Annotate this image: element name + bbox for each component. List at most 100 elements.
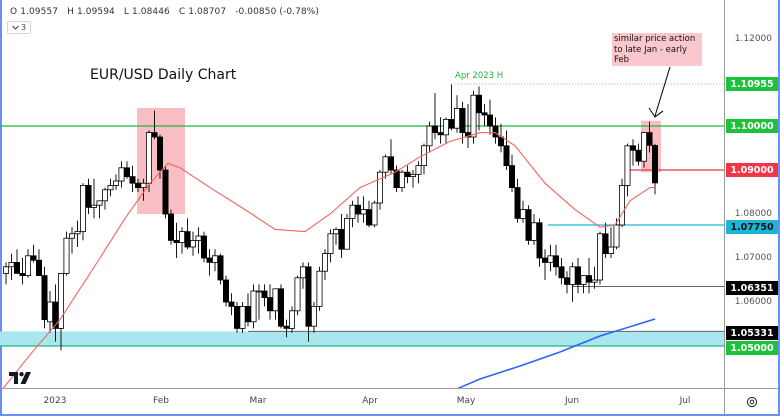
bearish-candle: [30, 255, 37, 261]
bullish-candle: [332, 228, 339, 235]
price-tag-cyan-level: 1.07750: [726, 220, 778, 234]
settings-button[interactable]: [724, 388, 778, 414]
bullish-candle: [272, 288, 279, 312]
bearish-candle: [354, 204, 361, 215]
y-tick: 1.08000: [734, 209, 772, 219]
indicators-toggle-button[interactable]: 3: [7, 21, 32, 34]
bearish-candle: [151, 132, 158, 138]
time-axis[interactable]: 2023 Feb Mar Apr May Jun Jul: [0, 388, 724, 414]
bullish-candle: [426, 125, 433, 147]
price-chart-canvas[interactable]: [0, 0, 724, 388]
bearish-candle: [222, 279, 229, 303]
bearish-candle: [228, 301, 235, 307]
bearish-candle: [564, 277, 571, 285]
bullish-candle: [470, 94, 477, 138]
bearish-candle: [652, 145, 659, 184]
bullish-candle: [74, 231, 81, 235]
bullish-candle: [580, 275, 587, 285]
bearish-candle: [13, 261, 20, 274]
bearish-candle: [486, 114, 493, 127]
chart-plot-area[interactable]: [0, 0, 724, 388]
bearish-candle: [586, 275, 593, 283]
price-tag-support-top: 1.05331: [726, 326, 778, 340]
bullish-candle: [613, 224, 620, 248]
bullish-candle: [349, 204, 356, 219]
bullish-candle: [520, 209, 527, 219]
bullish-candle: [24, 255, 31, 277]
bullish-candle: [47, 301, 54, 323]
bullish-candle: [294, 277, 301, 312]
close-value: 1.08707: [188, 7, 227, 17]
bearish-candle: [283, 325, 290, 329]
bearish-candle: [266, 297, 273, 312]
bearish-candle: [646, 132, 653, 146]
gear-icon: [746, 396, 757, 407]
bearish-candle: [19, 272, 26, 276]
annotation-note[interactable]: similar price action to late Jan - early…: [612, 33, 702, 66]
x-tick: Jun: [564, 396, 580, 406]
bearish-candle: [305, 266, 312, 327]
bearish-candle: [233, 305, 240, 329]
bearish-candle: [630, 145, 637, 151]
bullish-candle: [442, 119, 449, 136]
bullish-candle: [58, 272, 65, 329]
bullish-candle: [189, 239, 196, 248]
bearish-candle: [387, 156, 394, 171]
bearish-candle: [41, 275, 48, 321]
bearish-candle: [173, 239, 180, 243]
x-tick: Jul: [679, 396, 691, 406]
x-tick: Feb: [153, 396, 169, 406]
bearish-candle: [134, 182, 141, 188]
bullish-candle: [619, 184, 626, 226]
bullish-candle: [250, 290, 257, 323]
bearish-candle: [184, 231, 191, 248]
bearish-candle: [129, 176, 136, 184]
bullish-candle: [69, 233, 76, 239]
bullish-candle: [409, 173, 416, 177]
close-label: C: [178, 7, 186, 17]
chart-title: EUR/USD Daily Chart: [90, 67, 237, 83]
support-zone: [0, 331, 724, 346]
bearish-candle: [162, 169, 169, 215]
x-tick: May: [456, 396, 476, 406]
low-value: 1.08446: [131, 7, 170, 17]
bullish-candle: [118, 167, 125, 182]
bearish-candle: [85, 184, 92, 208]
moving-average-blue: [457, 318, 656, 388]
bullish-candle: [531, 222, 538, 241]
apr-high-label[interactable]: Apr 2023 H: [455, 71, 504, 81]
bullish-candle: [178, 231, 185, 244]
bearish-candle: [602, 233, 609, 255]
x-tick: 2023: [43, 396, 67, 406]
bearish-candle: [575, 266, 582, 285]
bullish-candle: [255, 290, 262, 293]
bearish-candle: [553, 255, 560, 268]
bullish-candle: [80, 184, 87, 232]
bullish-candle: [299, 266, 306, 279]
bullish-candle: [96, 200, 103, 206]
x-tick: Apr: [362, 396, 378, 406]
bullish-candle: [239, 305, 246, 329]
bullish-candle: [145, 132, 152, 184]
bearish-candle: [36, 259, 43, 277]
chevron-down-icon: [12, 25, 19, 30]
tradingview-logo[interactable]: [9, 372, 31, 384]
bearish-candle: [167, 213, 174, 241]
bearish-candle: [365, 209, 372, 226]
low-label: L: [123, 7, 129, 17]
bearish-candle: [542, 257, 549, 263]
arrowhead-icon: [648, 107, 664, 118]
bullish-candle: [102, 189, 109, 202]
high-label: H: [67, 7, 74, 17]
bullish-candle: [641, 132, 648, 162]
indicator-count: 3: [21, 23, 27, 32]
bullish-candle: [415, 165, 422, 175]
bullish-candle: [91, 204, 98, 208]
moving-average-red: [2, 132, 655, 388]
bullish-candle: [288, 310, 295, 329]
bullish-candle: [360, 209, 367, 215]
bullish-candle: [371, 202, 378, 226]
price-axis[interactable]: 1.12000 1.08000 1.07000 1.06000 1.10955 …: [724, 0, 778, 388]
bearish-candle: [338, 228, 345, 250]
